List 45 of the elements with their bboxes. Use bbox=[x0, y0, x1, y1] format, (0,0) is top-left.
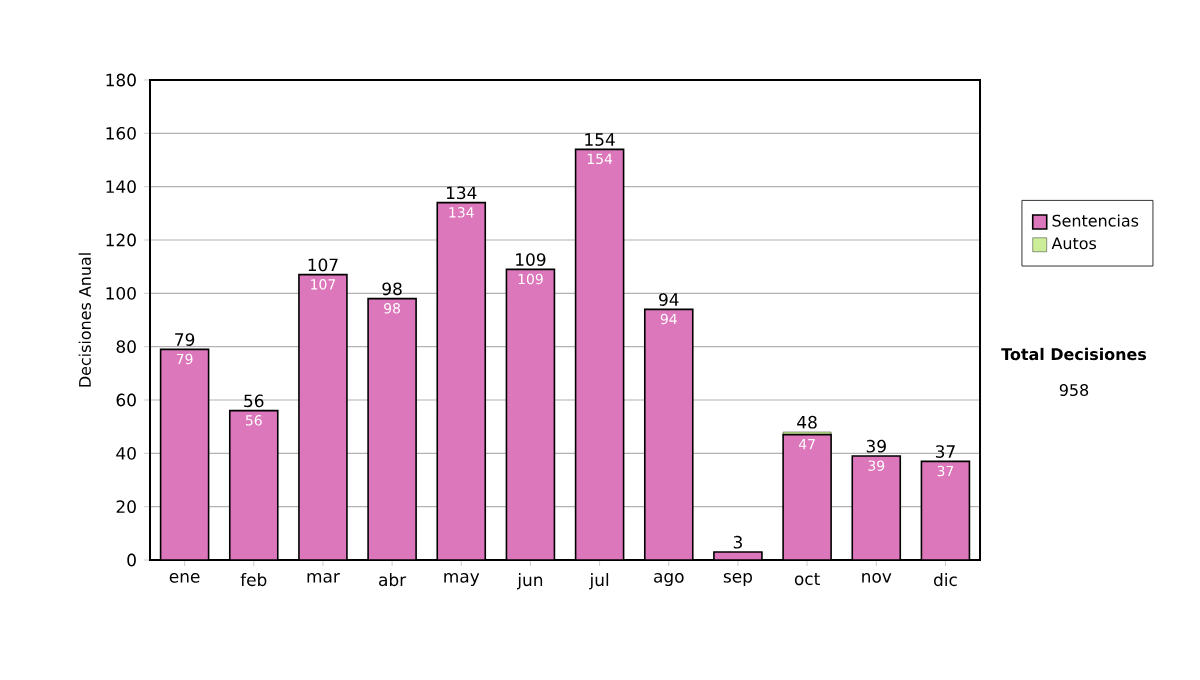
y-tick-label: 160 bbox=[106, 126, 136, 140]
bar bbox=[506, 269, 555, 560]
total-label: 134 bbox=[446, 186, 477, 200]
x-tick-label: oct bbox=[794, 573, 820, 586]
bar bbox=[920, 460, 971, 560]
y-tick-label: 180 bbox=[106, 73, 136, 87]
bar bbox=[229, 410, 278, 560]
x-tick-label: nov bbox=[862, 573, 892, 583]
y-tick-label: 0 bbox=[127, 553, 136, 567]
total-label: 107 bbox=[308, 258, 338, 272]
x-tick-label: sep bbox=[723, 573, 752, 587]
y-tick-label: 120 bbox=[106, 233, 136, 247]
bar bbox=[160, 349, 209, 560]
y-tick-label: 140 bbox=[106, 180, 136, 194]
x-tick-label: jul bbox=[589, 573, 609, 590]
x-tick-label: dic bbox=[933, 573, 957, 587]
total-label: 154 bbox=[585, 133, 615, 146]
x-tick-label: jun bbox=[517, 573, 543, 590]
total-label: 79 bbox=[175, 333, 195, 346]
total-label: 3 bbox=[733, 535, 742, 549]
bar bbox=[298, 274, 347, 560]
y-tick-label: 60 bbox=[116, 393, 136, 407]
total-label: 94 bbox=[659, 293, 679, 306]
y-tick-label: 80 bbox=[116, 340, 136, 354]
bar bbox=[437, 202, 486, 560]
bar bbox=[852, 456, 901, 560]
bar bbox=[783, 434, 832, 560]
x-tick-label: abr bbox=[379, 573, 407, 587]
bar bbox=[644, 309, 693, 560]
total-label: 39 bbox=[866, 439, 886, 453]
total-label: 109 bbox=[516, 253, 546, 266]
x-tick-label: feb bbox=[240, 573, 267, 587]
bar bbox=[575, 149, 624, 560]
total-label: 48 bbox=[797, 415, 817, 429]
total-label: 37 bbox=[935, 445, 955, 458]
total-label: 56 bbox=[244, 394, 264, 408]
y-tick-label: 40 bbox=[116, 446, 136, 460]
x-tick-label: ago bbox=[654, 573, 684, 587]
x-tick-label: ene bbox=[169, 573, 200, 583]
x-tick-label: mar bbox=[307, 573, 340, 583]
x-tick-label: may bbox=[444, 573, 480, 587]
y-tick-label: 100 bbox=[106, 286, 136, 300]
bar bbox=[368, 298, 417, 560]
y-tick-label: 20 bbox=[116, 500, 136, 514]
total-label: 98 bbox=[382, 282, 402, 296]
